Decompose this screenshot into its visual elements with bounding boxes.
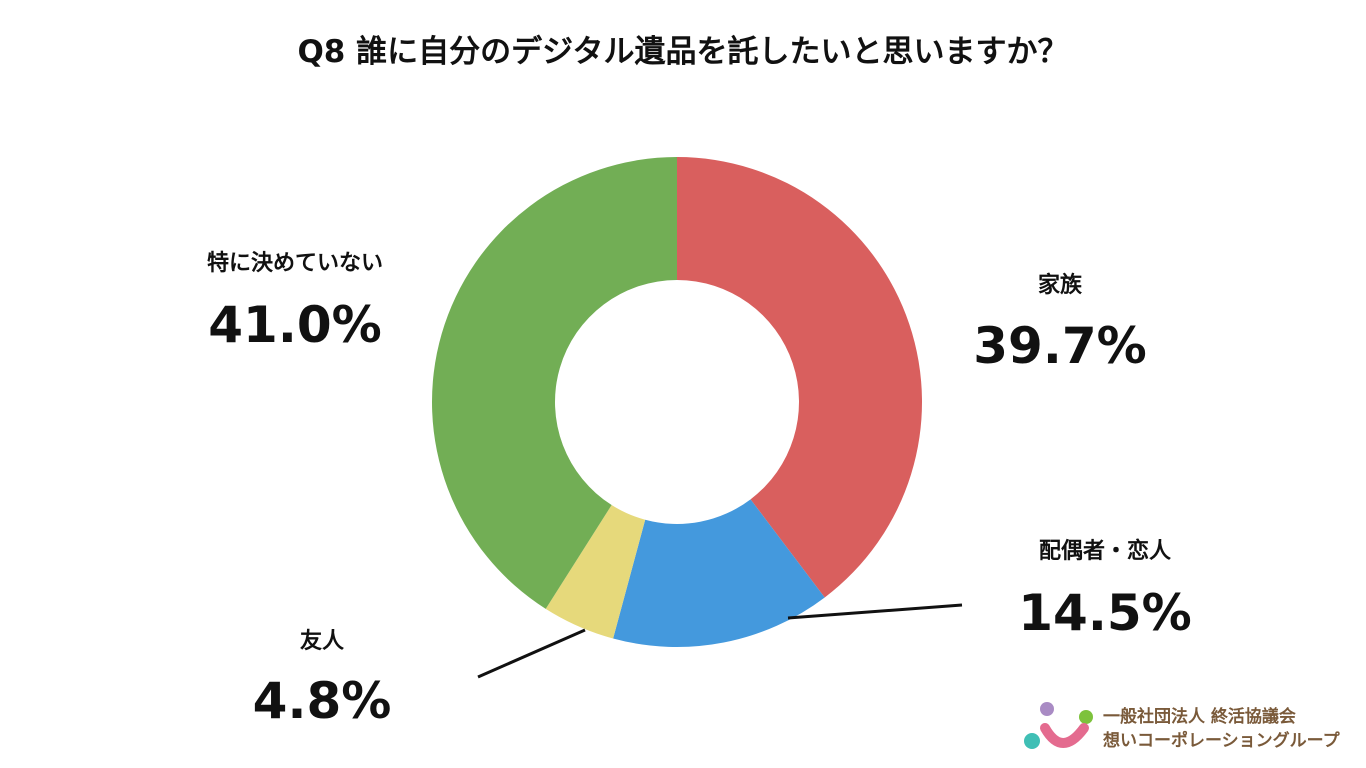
value-label: 41.0% xyxy=(208,296,381,354)
donut-slice xyxy=(677,157,922,598)
logo-text: 一般社団法人 終活協議会 xyxy=(1103,706,1296,727)
donut-slice xyxy=(431,157,677,609)
logo-smile xyxy=(1040,723,1089,748)
leader-line xyxy=(787,603,963,620)
logo-dot xyxy=(1079,710,1093,724)
slice-label: 友人 xyxy=(300,629,344,654)
value-label: 14.5% xyxy=(1018,584,1191,642)
logo-dot xyxy=(1024,733,1040,749)
chart-title: Q8 誰に自分のデジタル遺品を託したいと思いますか？ xyxy=(297,34,1068,70)
leader-line xyxy=(477,628,586,679)
donut-slice xyxy=(613,499,825,647)
slice-label: 家族 xyxy=(1038,272,1083,298)
value-label: 4.8% xyxy=(253,672,392,730)
value-label: 39.7% xyxy=(973,317,1146,375)
logo-text: 想いコーポレーショングループ xyxy=(1103,730,1341,751)
logo: 一般社団法人 終活協議会 想いコーポレーショングループ xyxy=(1024,702,1341,751)
logo-dot xyxy=(1040,702,1054,716)
slice-label: 配偶者・恋人 xyxy=(1039,538,1171,564)
slice-label: 特に決めていない xyxy=(207,250,383,276)
donut-slice xyxy=(545,505,646,639)
